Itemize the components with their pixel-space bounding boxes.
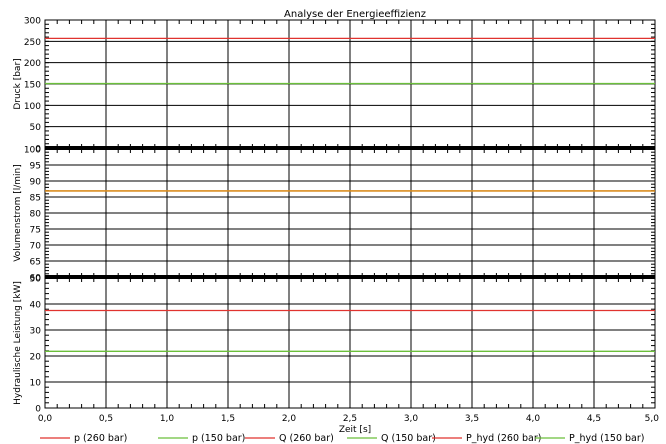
legend-label: P_hyd (260 bar) (466, 433, 542, 444)
x-tick-label: 1,0 (160, 414, 175, 424)
y-tick-label: 0 (35, 405, 41, 415)
y-tick-label: 20 (30, 353, 42, 363)
x-tick-label: 5,0 (645, 414, 660, 424)
y-axis-label: Hydraulische Leistung [kW] (13, 281, 23, 405)
x-tick-label: 4,5 (587, 414, 601, 424)
x-axis-label: Zeit [s] (339, 425, 371, 435)
legend-label: Q (260 bar) (279, 433, 334, 444)
y-tick-label: 80 (30, 210, 42, 220)
y-axis-label: Volumenstrom [l/min] (13, 164, 23, 262)
x-tick-label: 1,5 (221, 414, 235, 424)
legend: p (260 bar) p (150 bar) Q (260 bar) Q (150 … (40, 433, 645, 444)
y-tick-label: 0 (35, 145, 41, 155)
y-tick-label: 10 (30, 379, 42, 389)
panel-separator (45, 275, 655, 279)
panel-separator (45, 146, 655, 150)
y-tick-label: 30 (30, 327, 42, 337)
y-tick-label: 300 (24, 17, 41, 27)
y-tick-label: 75 (30, 226, 41, 236)
legend-label: P_hyd (150 bar) (569, 433, 645, 444)
y-tick-label: 200 (24, 59, 41, 69)
y-tick-label: 150 (24, 81, 41, 91)
x-tick-label: 0,5 (99, 414, 113, 424)
x-tick-label: 2,5 (343, 414, 357, 424)
x-tick-label: 3,0 (404, 414, 419, 424)
x-tick-label: 3,5 (465, 414, 479, 424)
panel-1: 0 50 100 150 200 250 300 Druck [bar] (13, 17, 656, 155)
y-axis-label: Druck [bar] (13, 58, 23, 109)
legend-label: p (260 bar) (74, 433, 127, 444)
y-tick-label: 50 (30, 123, 42, 133)
y-tick-label: 65 (30, 258, 41, 268)
panel-3: 0 10 20 30 40 50 Hydraulische Leistung [kW] (13, 275, 656, 415)
x-tick-label: 2,0 (282, 414, 297, 424)
y-tick-label: 100 (24, 146, 41, 156)
y-tick-label: 60 (30, 274, 42, 284)
y-tick-label: 50 (30, 275, 42, 285)
y-tick-label: 40 (30, 301, 42, 311)
y-tick-label: 250 (24, 38, 41, 48)
legend-label: p (150 bar) (192, 433, 245, 444)
y-tick-label: 100 (24, 102, 41, 112)
x-tick-label: 0,0 (38, 414, 53, 424)
y-tick-label: 85 (30, 194, 41, 204)
y-tick-label: 90 (30, 178, 42, 188)
y-tick-label: 70 (30, 242, 42, 252)
legend-label: Q (150 bar) (381, 433, 436, 444)
y-tick-label: 95 (30, 162, 41, 172)
chart-title: Analyse der Energieeffizienz (284, 9, 426, 20)
x-tick-label: 4,0 (526, 414, 541, 424)
